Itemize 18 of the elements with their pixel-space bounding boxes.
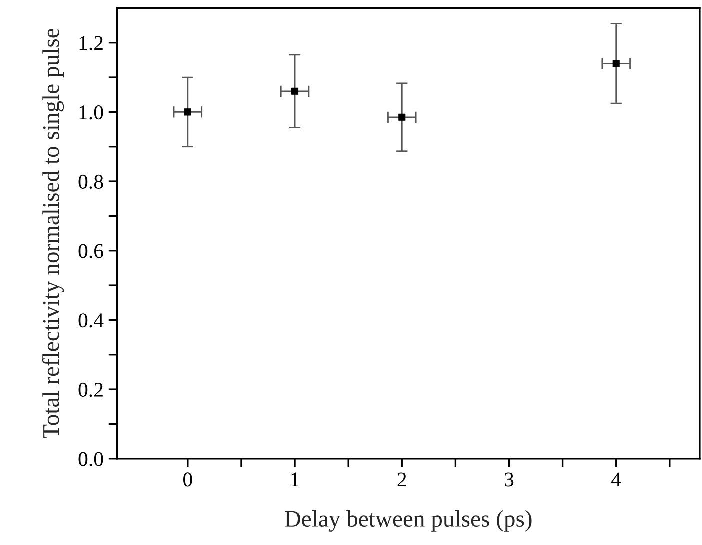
x-tick-label: 0	[184, 472, 192, 487]
point	[398, 114, 406, 121]
x-tick-label: 3	[505, 472, 514, 487]
y-tick-label: 0.0	[78, 452, 104, 466]
y-tick-label: 0.6	[78, 244, 104, 258]
x-tick-label: 1	[292, 472, 299, 487]
y-tick-label: 0.8	[78, 174, 104, 190]
y-axis-title: Total reflectivity normalised to single pulse	[42, 28, 64, 438]
y-tick-label: 1.0	[80, 106, 104, 120]
y-tick-label: 0.2	[78, 382, 103, 398]
x-axis-title: Delay between pulses (ps)	[284, 510, 532, 532]
x-tick-label: 2	[398, 472, 406, 487]
point	[292, 88, 299, 95]
y-tick-label: 0.4	[78, 314, 104, 328]
point	[184, 108, 192, 116]
y-tick-label: 1.2	[80, 36, 103, 50]
x-tick-label: 4	[612, 472, 622, 487]
point	[612, 60, 620, 68]
